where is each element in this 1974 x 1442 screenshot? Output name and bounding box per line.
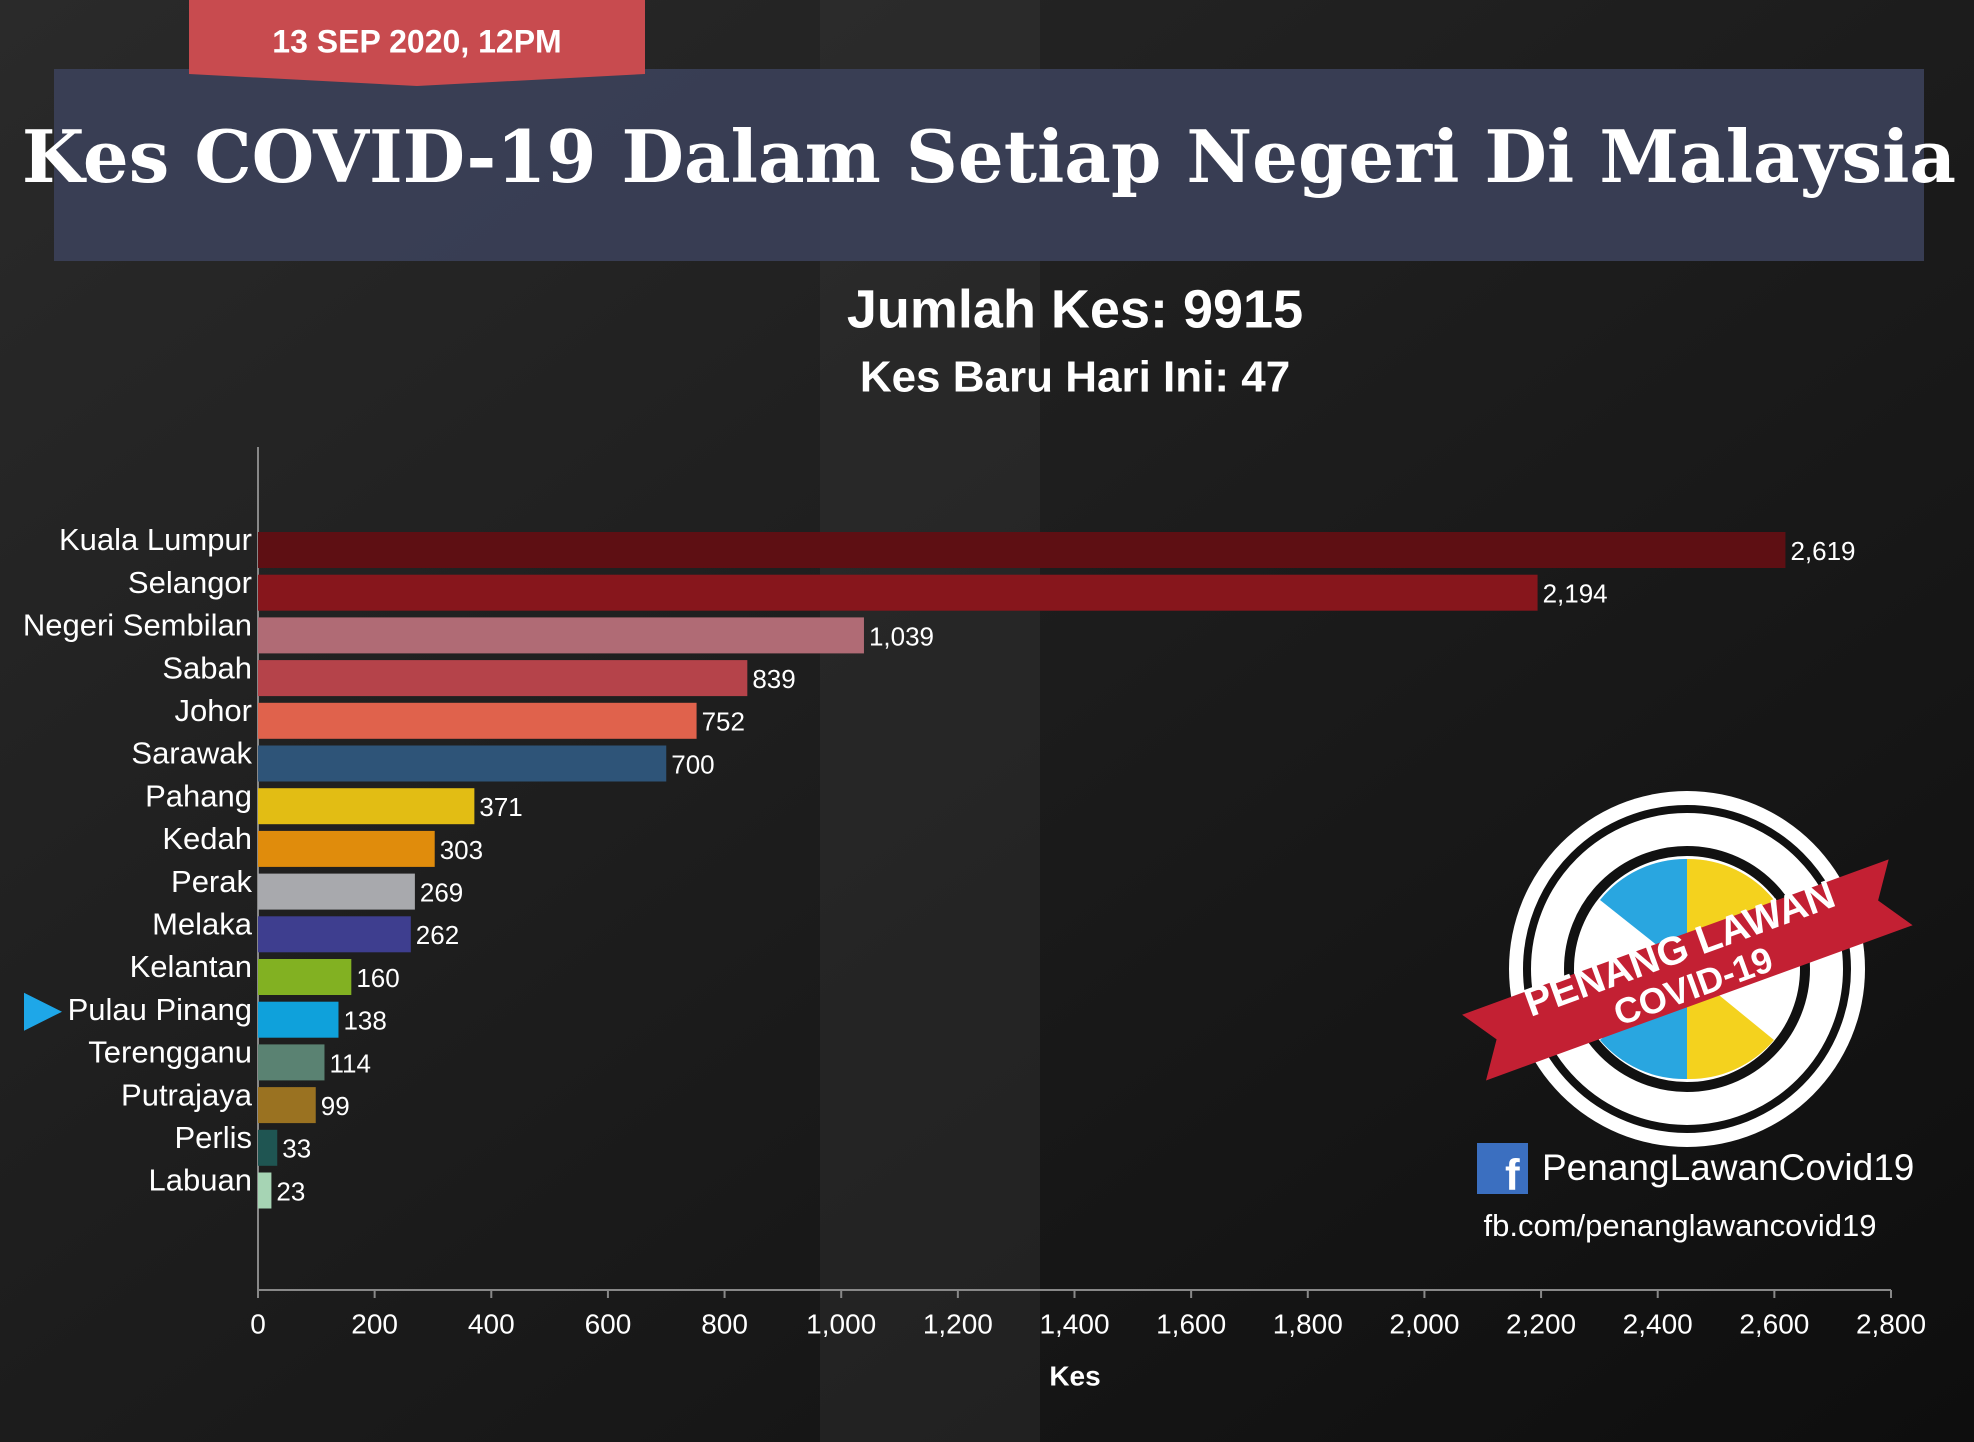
bar	[258, 959, 352, 995]
value-label: 2,194	[1543, 579, 1608, 609]
bar	[258, 916, 411, 953]
x-tick-label: 400	[468, 1308, 515, 1339]
x-tick-label: 1,000	[806, 1308, 876, 1339]
subtitle-2: Kes Baru Hari Ini: 47	[860, 353, 1290, 402]
value-label: 160	[356, 963, 399, 993]
value-label: 371	[479, 792, 522, 822]
x-tick-label: 2,200	[1506, 1308, 1576, 1339]
category-label: Johor	[174, 693, 252, 728]
highlight-marker	[24, 992, 62, 1031]
bar	[258, 788, 475, 825]
value-label: 262	[416, 920, 459, 950]
x-tick-label: 2,600	[1739, 1308, 1809, 1339]
category-label: Kedah	[162, 821, 252, 856]
x-tick-label: 1,800	[1273, 1308, 1343, 1339]
bar	[258, 574, 1538, 611]
bar	[258, 745, 667, 782]
x-tick-label: 2,800	[1856, 1308, 1926, 1339]
x-axis-label: Kes	[1049, 1360, 1100, 1391]
category-label: Labuan	[149, 1163, 252, 1198]
value-label: 752	[702, 707, 745, 737]
bar	[258, 873, 415, 910]
facebook-icon	[1477, 1143, 1528, 1194]
bar	[258, 532, 1786, 568]
category-label: Selangor	[128, 565, 252, 600]
bar	[258, 1172, 272, 1209]
bar	[258, 1087, 316, 1124]
category-label: Putrajaya	[121, 1077, 253, 1112]
logo: PENANG LAWAN COVID-19	[1462, 791, 1913, 1147]
x-tick-label: 2,400	[1623, 1308, 1693, 1339]
value-label: 33	[282, 1134, 311, 1164]
category-label: Sarawak	[131, 736, 252, 771]
category-label: Sabah	[162, 650, 252, 685]
bar	[258, 1129, 278, 1166]
facebook-url: fb.com/penanglawancovid19	[1484, 1208, 1877, 1243]
x-tick-label: 0	[250, 1308, 266, 1339]
logo-ring	[1523, 805, 1851, 1133]
x-tick-label: 200	[351, 1308, 398, 1339]
bar	[258, 1044, 325, 1081]
value-label: 303	[440, 835, 483, 865]
value-label: 138	[343, 1006, 386, 1036]
bar	[258, 830, 435, 867]
category-label: Terengganu	[88, 1035, 252, 1070]
value-label: 2,619	[1790, 536, 1855, 566]
date-badge	[189, 0, 645, 86]
x-tick-label: 1,600	[1156, 1308, 1226, 1339]
value-label: 114	[329, 1048, 370, 1078]
x-tick-label: 1,400	[1039, 1308, 1109, 1339]
facebook-name: PenangLawanCovid19	[1542, 1147, 1914, 1188]
x-tick-label: 1,200	[923, 1308, 993, 1339]
category-label: Perak	[171, 864, 252, 899]
x-tick-label: 800	[701, 1308, 748, 1339]
chart-title: Kes COVID-19 Dalam Setiap Negeri Di Mala…	[22, 114, 1956, 199]
category-label: Pahang	[145, 778, 252, 813]
x-tick-label: 600	[585, 1308, 632, 1339]
bar	[258, 1001, 339, 1038]
title-banner	[54, 69, 1924, 261]
value-label: 269	[420, 877, 463, 907]
value-label: 23	[276, 1176, 305, 1206]
x-tick-label: 2,000	[1389, 1308, 1459, 1339]
logo-ribbon	[1462, 859, 1913, 1081]
value-label: 1,039	[869, 621, 934, 651]
date: 13 SEP 2020, 12PM	[272, 23, 561, 59]
category-label: Kelantan	[130, 949, 252, 984]
facebook-icon-letter: f	[1505, 1151, 1520, 1200]
category-label: Kuala Lumpur	[59, 522, 252, 557]
category-label: Melaka	[152, 906, 253, 941]
bar	[258, 617, 864, 654]
category-label: Perlis	[174, 1120, 252, 1155]
category-label: Pulau Pinang	[68, 992, 252, 1027]
bar	[258, 702, 697, 739]
subtitle: Jumlah Kes: 9915	[847, 279, 1303, 339]
category-label: Negeri Sembilan	[23, 608, 252, 643]
value-label: 700	[671, 749, 714, 779]
value-label: 839	[752, 664, 795, 694]
value-label: 99	[321, 1091, 350, 1121]
bar	[258, 660, 748, 697]
logo-inner-ring	[1564, 846, 1810, 1092]
